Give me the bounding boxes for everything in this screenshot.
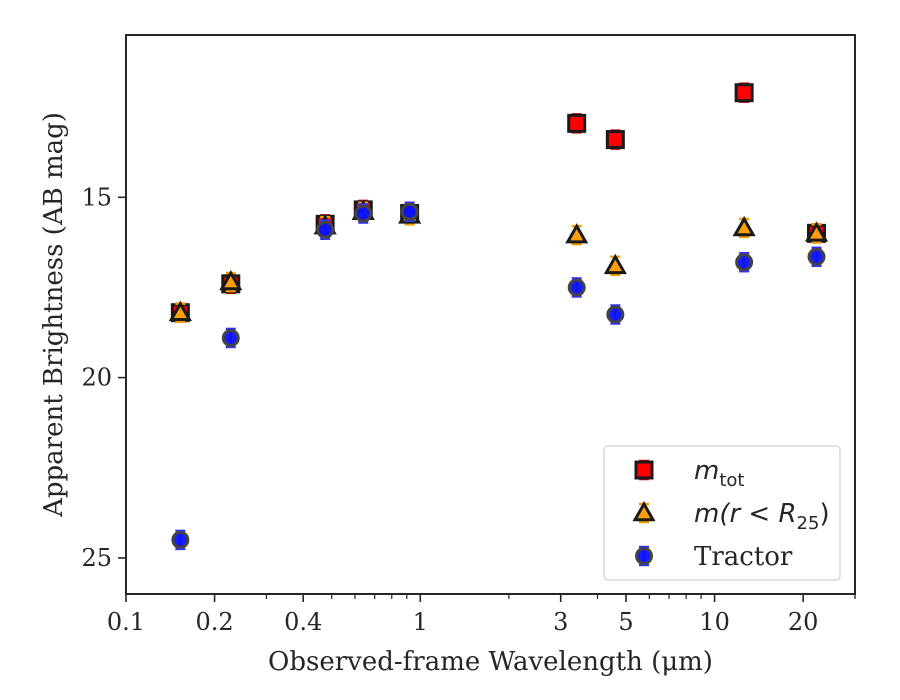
triangle-marker — [168, 300, 192, 321]
circle-marker — [567, 278, 586, 297]
legend-marker — [632, 500, 656, 524]
circle-marker — [400, 202, 419, 221]
x-axis-label: Observed-frame Wavelength (μm) — [268, 647, 713, 677]
y-tick-label: 15 — [81, 183, 112, 211]
data-point — [606, 304, 625, 325]
data-point — [732, 215, 756, 239]
legend-label: mtot — [694, 456, 744, 491]
x-tick-label: 5 — [618, 608, 633, 636]
x-tick-label: 3 — [553, 608, 568, 636]
x-tick-label: 0.2 — [196, 608, 234, 636]
legend-label-text: Tractor — [694, 542, 793, 572]
legend-label-sub: 25 — [797, 513, 820, 534]
legend-label: m(r < R25) — [694, 499, 830, 534]
legend-label-sub: tot — [719, 470, 744, 491]
triangle-marker — [603, 253, 627, 275]
y-axis-label: Apparent Brightness (AB mag) — [39, 112, 69, 518]
legend-marker — [635, 545, 653, 567]
square-marker — [567, 113, 587, 133]
triangle-marker — [732, 215, 756, 237]
legend-box — [603, 445, 841, 581]
circle-marker — [807, 247, 826, 266]
x-tick-label: 0.1 — [107, 608, 145, 636]
plot-frame — [125, 34, 856, 595]
legend-marker — [634, 459, 654, 481]
triangle-marker — [565, 223, 589, 244]
circle-marker — [606, 305, 625, 324]
legend: mtot m(r < R25) Tractor — [603, 445, 841, 581]
data-marks — [168, 82, 829, 551]
circle-marker — [221, 328, 240, 347]
data-point — [567, 277, 586, 298]
data-point — [354, 203, 373, 224]
data-point — [603, 253, 627, 277]
y-tick-label: 20 — [81, 364, 112, 392]
data-point — [168, 300, 192, 323]
x-tick-label: 1 — [413, 608, 428, 636]
data-point — [804, 221, 829, 244]
legend-label-main: m(r < R — [694, 499, 797, 529]
y-axis-ticks: 15 20 25 — [81, 183, 126, 572]
circle-marker — [171, 530, 190, 549]
circle-marker — [354, 204, 373, 223]
data-point — [734, 82, 754, 103]
circle-marker — [735, 253, 754, 272]
circle-marker — [635, 547, 653, 565]
legend-label-tail: ) — [819, 499, 829, 529]
data-point — [605, 129, 625, 150]
triangle-marker — [632, 500, 656, 522]
data-point — [316, 219, 335, 240]
triangle-marker — [219, 270, 243, 291]
legend-label: Tractor — [694, 542, 793, 572]
circle-marker — [316, 220, 335, 239]
y-tick-label: 25 — [81, 544, 112, 572]
x-tick-label: 10 — [699, 608, 730, 636]
series-circle — [171, 201, 826, 551]
data-point — [565, 223, 589, 246]
square-marker — [734, 83, 754, 103]
data-point — [400, 201, 419, 222]
square-marker — [605, 130, 625, 150]
data-point — [219, 270, 243, 293]
series-triangle — [168, 199, 829, 323]
data-point — [735, 251, 754, 273]
triangle-marker — [804, 221, 829, 242]
square-marker — [634, 460, 654, 480]
x-tick-label: 20 — [788, 608, 819, 636]
x-axis-ticks: 0.1 0.2 0.4 1 3 5 10 20 — [107, 594, 856, 636]
x-tick-label: 0.4 — [284, 608, 322, 636]
data-point — [221, 327, 240, 349]
data-point — [807, 246, 826, 268]
series-square — [170, 82, 827, 323]
legend-label-main: m — [694, 456, 719, 486]
data-point — [567, 113, 587, 134]
data-point — [171, 529, 190, 551]
